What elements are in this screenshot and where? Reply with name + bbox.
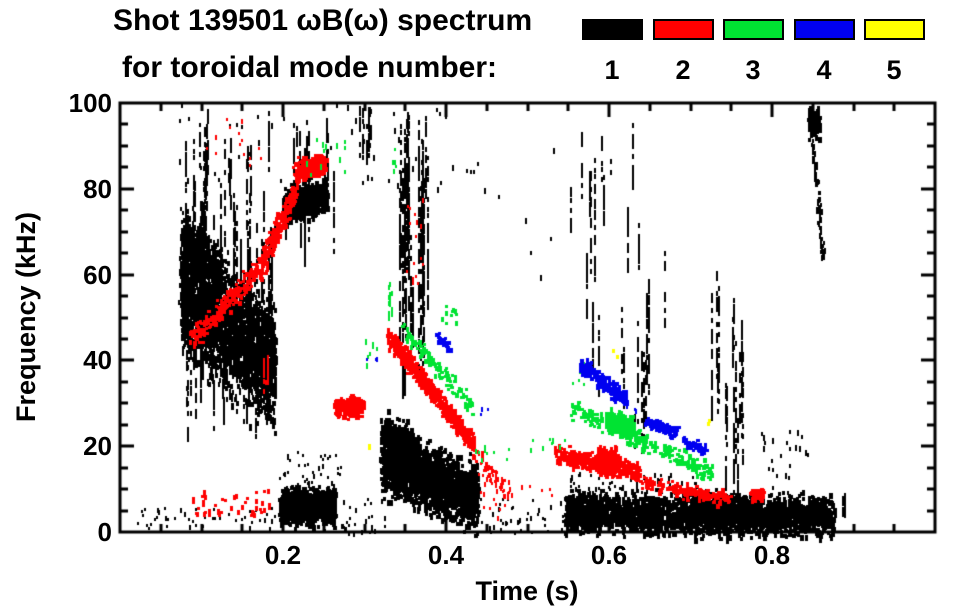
y-axis-title: Frequency (kHz) xyxy=(11,211,41,423)
legend-label-mode-1: 1 xyxy=(604,55,620,85)
legend-label-mode-3: 3 xyxy=(745,55,761,85)
y-tick-label-100: 100 xyxy=(68,88,112,118)
y-tick-label-60: 60 xyxy=(83,260,112,290)
x-tick-label-0.2: 0.2 xyxy=(264,540,302,570)
legend-label-mode-4: 4 xyxy=(816,55,832,85)
y-tick-label-40: 40 xyxy=(83,345,112,375)
chart-title: Shot 139501 ωB(ω) spectrum xyxy=(113,4,533,37)
legend-label-mode-2: 2 xyxy=(675,55,691,85)
y-tick-label-20: 20 xyxy=(83,431,112,461)
y-tick-label-0: 0 xyxy=(97,517,112,547)
legend-swatch-mode-4 xyxy=(794,19,855,40)
legend-swatch-mode-5 xyxy=(864,19,925,40)
legend-swatch-mode-2 xyxy=(653,19,714,40)
x-tick-label-0.6: 0.6 xyxy=(590,540,628,570)
legend-swatch-mode-1 xyxy=(582,19,643,40)
chart-subtitle: for toroidal mode number: xyxy=(122,51,497,84)
x-tick-label-0.4: 0.4 xyxy=(427,540,465,570)
x-axis-title: Time (s) xyxy=(475,576,579,606)
y-tick-label-80: 80 xyxy=(83,174,112,204)
legend-swatch-mode-3 xyxy=(723,19,784,40)
x-tick-label-0.8: 0.8 xyxy=(753,540,791,570)
legend-label-mode-5: 5 xyxy=(886,55,902,85)
